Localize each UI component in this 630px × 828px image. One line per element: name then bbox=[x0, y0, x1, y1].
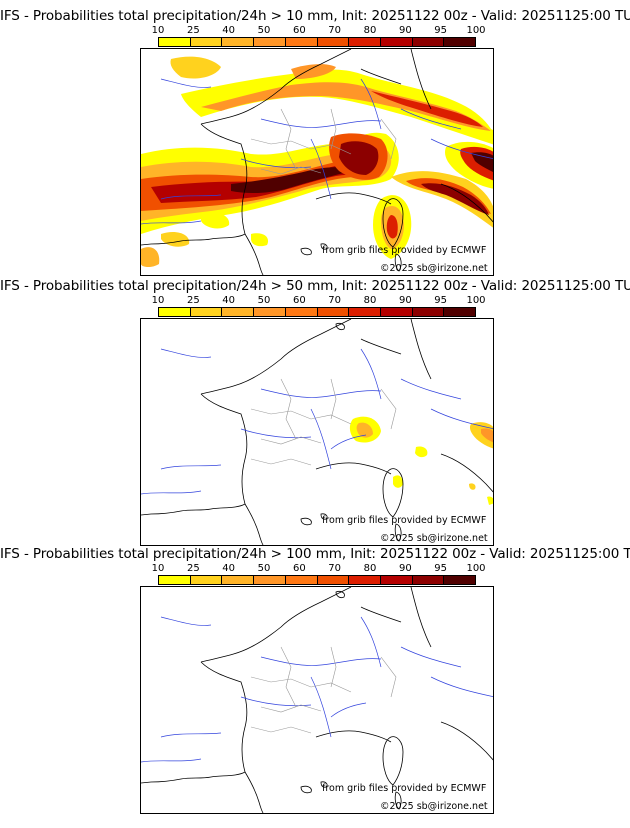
copyright: ©2025 sb@irizone.net bbox=[380, 801, 488, 812]
colorbar-swatch bbox=[190, 576, 223, 584]
colorbar-swatch bbox=[317, 576, 350, 584]
panel-title: IFS - Probabilities total precipitation/… bbox=[0, 278, 630, 294]
map-graphic bbox=[141, 319, 493, 545]
precip-field bbox=[141, 56, 493, 268]
precip-field bbox=[349, 416, 493, 505]
colorbar-tick-label: 100 bbox=[466, 563, 486, 574]
admin-borders bbox=[250, 378, 397, 466]
colorbar: 10 25 40 50 60 70 80 90 95 100 bbox=[152, 25, 486, 52]
probability-map-50mm[interactable]: from grib files provided by ECMWF ©2025 … bbox=[140, 318, 494, 546]
colorbar-swatch bbox=[349, 308, 381, 316]
colorbar-swatch bbox=[222, 576, 255, 584]
colorbar: 10 25 40 50 60 70 80 90 95 100 bbox=[152, 295, 486, 322]
colorbar-tick-label: 40 bbox=[222, 295, 236, 306]
coastlines bbox=[141, 587, 493, 813]
admin-borders bbox=[250, 108, 397, 175]
colorbar-tick-label: 80 bbox=[363, 25, 377, 36]
colorbar-swatch bbox=[222, 38, 255, 46]
colorbar-swatch bbox=[412, 576, 445, 584]
colorbar-tick-label: 80 bbox=[363, 563, 377, 574]
panel-title: IFS - Probabilities total precipitation/… bbox=[0, 8, 630, 24]
colorbar-tick-label: 90 bbox=[398, 25, 412, 36]
copyright: ©2025 sb@irizone.net bbox=[380, 533, 488, 544]
colorbar-swatch bbox=[159, 576, 191, 584]
panel-title: IFS - Probabilities total precipitation/… bbox=[0, 546, 630, 562]
colorbar-tick-label: 90 bbox=[398, 295, 412, 306]
colorbar-tick-label: 70 bbox=[328, 563, 342, 574]
probability-map-10mm[interactable]: from grib files provided by ECMWF ©2025 … bbox=[140, 48, 494, 276]
colorbar-swatch bbox=[159, 308, 191, 316]
coastlines bbox=[141, 319, 493, 545]
colorbar-swatches bbox=[158, 307, 476, 317]
colorbar: 10 25 40 50 60 70 80 90 95 100 bbox=[152, 563, 486, 590]
colorbar-swatches bbox=[158, 575, 476, 585]
colorbar-swatch bbox=[444, 576, 476, 584]
colorbar-swatch bbox=[285, 308, 318, 316]
colorbar-swatch bbox=[317, 308, 350, 316]
colorbar-tick-label: 70 bbox=[328, 295, 342, 306]
map-graphic bbox=[141, 49, 493, 275]
colorbar-swatch bbox=[349, 38, 381, 46]
colorbar-tick-label: 50 bbox=[257, 295, 271, 306]
colorbar-tick-label: 60 bbox=[292, 295, 306, 306]
colorbar-swatch bbox=[190, 38, 223, 46]
colorbar-tick-label: 80 bbox=[363, 295, 377, 306]
coastlines bbox=[141, 49, 493, 275]
colorbar-tick-label: 50 bbox=[257, 563, 271, 574]
colorbar-swatch bbox=[190, 308, 223, 316]
map-graphic bbox=[141, 587, 493, 813]
source-credit: from grib files provided by ECMWF bbox=[322, 245, 487, 256]
colorbar-tick-label: 90 bbox=[398, 563, 412, 574]
colorbar-swatch bbox=[444, 38, 476, 46]
colorbar-swatch bbox=[159, 38, 191, 46]
colorbar-tick-label: 40 bbox=[222, 25, 236, 36]
colorbar-swatch bbox=[254, 38, 286, 46]
colorbar-swatch bbox=[412, 308, 445, 316]
colorbar-swatch bbox=[254, 308, 286, 316]
source-credit: from grib files provided by ECMWF bbox=[322, 515, 487, 526]
source-credit: from grib files provided by ECMWF bbox=[322, 783, 487, 794]
colorbar-swatch bbox=[285, 38, 318, 46]
colorbar-tick-label: 70 bbox=[328, 25, 342, 36]
rivers bbox=[141, 348, 493, 495]
colorbar-swatch bbox=[412, 38, 445, 46]
colorbar-swatch bbox=[317, 38, 350, 46]
colorbar-tick-label: 95 bbox=[434, 563, 448, 574]
colorbar-swatch bbox=[380, 576, 413, 584]
colorbar-swatches bbox=[158, 37, 476, 47]
colorbar-swatch bbox=[380, 38, 413, 46]
colorbar-tick-label: 25 bbox=[186, 25, 200, 36]
colorbar-tick-label: 25 bbox=[186, 563, 200, 574]
colorbar-tick-label: 60 bbox=[292, 563, 306, 574]
colorbar-tick-label: 50 bbox=[257, 25, 271, 36]
colorbar-tick-label: 100 bbox=[466, 295, 486, 306]
colorbar-tick-label: 95 bbox=[434, 25, 448, 36]
colorbar-tick-label: 10 bbox=[151, 295, 165, 306]
colorbar-tick-label: 60 bbox=[292, 25, 306, 36]
colorbar-tick-label: 10 bbox=[151, 25, 165, 36]
colorbar-tick-label: 40 bbox=[222, 563, 236, 574]
colorbar-swatch bbox=[380, 308, 413, 316]
colorbar-tick-label: 95 bbox=[434, 295, 448, 306]
admin-borders bbox=[250, 646, 397, 734]
colorbar-tick-label: 25 bbox=[186, 295, 200, 306]
colorbar-tick-label: 10 bbox=[151, 563, 165, 574]
colorbar-swatch bbox=[349, 576, 381, 584]
colorbar-tick-label: 100 bbox=[466, 25, 486, 36]
colorbar-swatch bbox=[444, 308, 476, 316]
probability-map-100mm[interactable]: from grib files provided by ECMWF ©2025 … bbox=[140, 586, 494, 814]
rivers bbox=[141, 616, 493, 763]
colorbar-swatch bbox=[222, 308, 255, 316]
rivers bbox=[141, 78, 493, 225]
copyright: ©2025 sb@irizone.net bbox=[380, 263, 488, 274]
colorbar-swatch bbox=[285, 576, 318, 584]
colorbar-swatch bbox=[254, 576, 286, 584]
